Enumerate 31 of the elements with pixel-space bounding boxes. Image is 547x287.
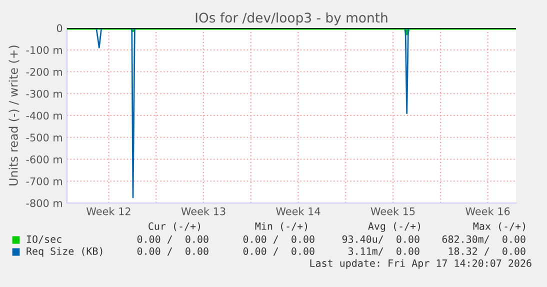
text: 0.00 / 0.00 [137, 247, 208, 256]
x-tick-label: Week 16 [466, 207, 510, 216]
y-tick-label: -300 m [26, 90, 62, 98]
text: 0.00 / 0.00 [243, 247, 314, 256]
y-tick-label: -600 m [26, 155, 62, 164]
x-tick-label: Week 12 [86, 207, 130, 216]
text: Avg (-/+) [368, 222, 420, 232]
legend-label: IO/sec [26, 235, 62, 244]
y-tick-label: -700 m [26, 177, 62, 186]
text: 93.40u/ 0.00 [342, 235, 420, 244]
chart-title: IOs for /dev/loop3 - by month [196, 12, 388, 26]
legend-label: Req Size (KB) [26, 247, 102, 257]
text: 0.00 / 0.00 [243, 235, 314, 244]
text: 682.30m/ 0.00 [442, 235, 526, 244]
y-tick-label: 0 [56, 24, 62, 32]
y-tick-label: -800 m [26, 199, 62, 208]
y-axis-title: Units read (-) / write (+) [8, 46, 20, 186]
text: 3.11m/ 0.00 [348, 247, 420, 256]
text: Last update: Fri Apr 17 14:20:07 2026 [310, 259, 532, 269]
x-tick-label: Week 14 [276, 207, 320, 216]
x-tick-label: Week 13 [181, 207, 226, 216]
text: Max (-/+) [473, 222, 526, 232]
text: Cur (-/+) [148, 222, 200, 232]
x-tick-label: Week 15 [370, 207, 415, 216]
y-tick-label: -100 m [26, 46, 62, 54]
text: 18.32 / 0.00 [448, 247, 526, 256]
y-tick-label: -400 m [26, 112, 62, 120]
y-tick-label: -500 m [26, 134, 62, 142]
text: 0.00 / 0.00 [137, 235, 208, 244]
y-tick-label: -200 m [26, 68, 62, 76]
text: Min (-/+) [255, 222, 308, 232]
